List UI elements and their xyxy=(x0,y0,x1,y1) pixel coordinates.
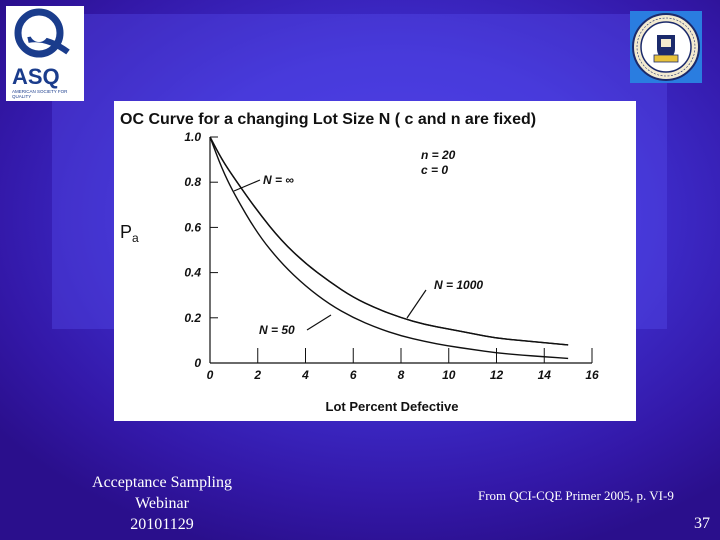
asq-q-mark-icon xyxy=(14,8,70,58)
y-tick-label: 0.2 xyxy=(184,311,201,325)
x-tick-label: 6 xyxy=(350,368,357,382)
footer-line-1: Acceptance Sampling xyxy=(92,474,232,491)
x-tick-label: 16 xyxy=(585,368,599,382)
annotation-n-50-arrow xyxy=(306,314,332,331)
university-seal-logo xyxy=(630,11,702,83)
annotation-n-1000-arrow xyxy=(406,289,427,319)
asq-brand-text: ASQ xyxy=(12,64,60,89)
y-tick-label: 0.6 xyxy=(184,220,201,234)
annotation-n-1000: N = 1000 xyxy=(434,278,483,292)
footer-source-citation: From QCI-CQE Primer 2005, p. VI-9 xyxy=(478,488,674,503)
y-axis-label-subscript: a xyxy=(132,231,139,245)
y-axis-label-main: P xyxy=(120,222,132,242)
chart-svg: OC Curve for a changing Lot Size N ( c a… xyxy=(120,111,599,414)
x-tick-label: 2 xyxy=(253,368,261,382)
x-tick-label: 12 xyxy=(490,368,504,382)
x-tick-label: 4 xyxy=(301,368,309,382)
annotation-n-infinity-arrow xyxy=(233,179,261,192)
seal-icon xyxy=(630,11,702,83)
x-tick-label: 10 xyxy=(442,368,456,382)
param-c: c = 0 xyxy=(421,163,448,177)
y-tick-label: 0.8 xyxy=(184,175,201,189)
x-tick-label: 0 xyxy=(207,368,214,382)
x-tick-label: 8 xyxy=(398,368,405,382)
x-tick-label: 14 xyxy=(538,368,552,382)
series-line-1 xyxy=(209,136,569,346)
oc-curve-chart: OC Curve for a changing Lot Size N ( c a… xyxy=(114,101,636,421)
y-tick-label: 0.4 xyxy=(184,266,201,280)
y-axis-label: Pa xyxy=(120,222,139,245)
y-ticks-group: 0 0.2 0.4 0.6 0.8 1.0 xyxy=(184,130,218,370)
y-tick-label: 0 xyxy=(194,356,201,370)
series-line-2 xyxy=(209,136,569,360)
footer-line-2: Webinar xyxy=(135,495,189,512)
annotation-n-infinity: N = ∞ xyxy=(263,173,294,187)
asq-tagline: AMERICAN SOCIETY FOR QUALITY xyxy=(12,89,68,99)
curves-group xyxy=(209,136,569,360)
page-number: 37 xyxy=(694,515,710,532)
y-tick-label: 1.0 xyxy=(184,130,201,144)
x-axis-label: Lot Percent Defective xyxy=(326,399,459,414)
chart-title: OC Curve for a changing Lot Size N ( c a… xyxy=(120,111,536,128)
footer-line-3: 20101129 xyxy=(130,516,194,533)
x-ticks-group: 0 2 4 6 8 10 12 14 16 xyxy=(207,348,599,382)
param-n: n = 20 xyxy=(421,148,456,162)
asq-logo: ASQ AMERICAN SOCIETY FOR QUALITY xyxy=(6,6,84,101)
annotation-n-50: N = 50 xyxy=(259,323,295,337)
footer-webinar-info: Acceptance Sampling Webinar 20101129 xyxy=(82,472,242,535)
